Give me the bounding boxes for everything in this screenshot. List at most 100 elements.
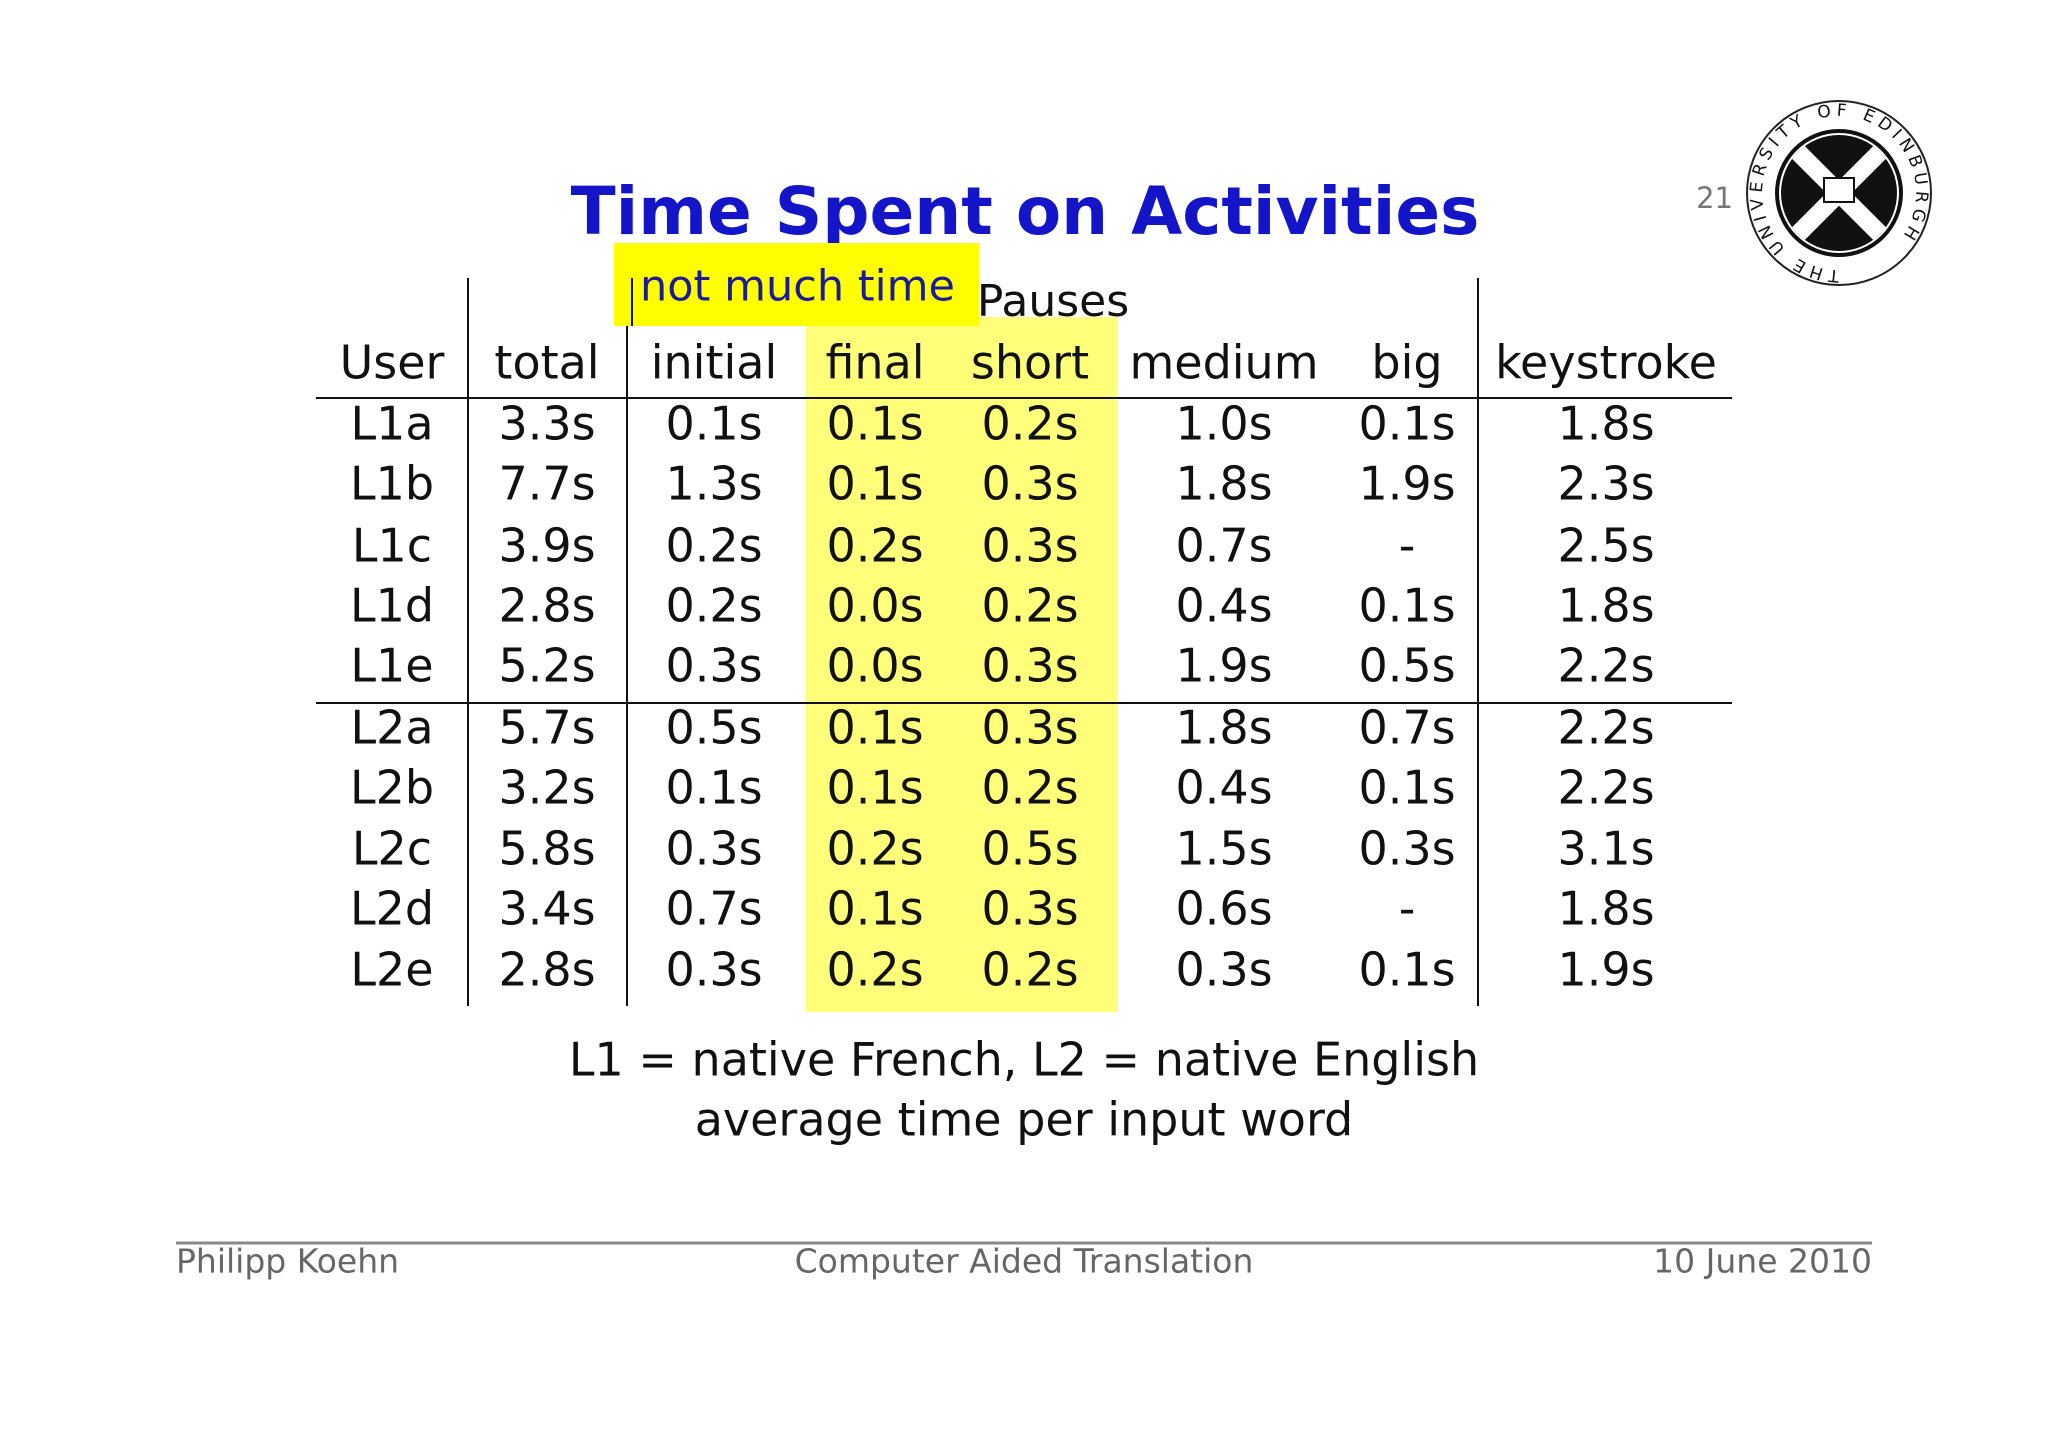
table-cell: 1.8s — [1175, 701, 1272, 755]
table-cell: 0.5s — [1358, 639, 1455, 693]
row-label: L1b — [350, 457, 434, 511]
footer-left: Philipp Koehn — [176, 1242, 399, 1281]
table-cell: 0.1s — [826, 701, 923, 755]
table-cell: 0.2s — [981, 397, 1078, 451]
table-cell: 2.3s — [1557, 457, 1654, 511]
caption: L1 = native French, L2 = native English — [569, 1033, 1479, 1087]
row-label: L1e — [350, 639, 433, 693]
table-cell: 0.1s — [826, 882, 923, 936]
table-cell: - — [1399, 519, 1416, 573]
table-cell: 0.1s — [826, 397, 923, 451]
table-cell: 1.9s — [1557, 943, 1654, 997]
table-cell: 0.2s — [981, 579, 1078, 633]
table-cell: 0.3s — [665, 943, 762, 997]
table-cell: 1.9s — [1175, 639, 1272, 693]
table-cell: 2.8s — [498, 943, 595, 997]
table-cell: 3.3s — [498, 397, 595, 451]
table-cell: 3.1s — [1557, 822, 1654, 876]
highlight-columns — [806, 317, 1117, 1012]
table-cell: 0.7s — [1358, 701, 1455, 755]
table-cell: 0.0s — [826, 639, 923, 693]
table-cell: 0.1s — [1358, 761, 1455, 815]
table-cell: 0.2s — [826, 519, 923, 573]
note-box — [614, 243, 979, 326]
university-logo: THE UNIVERSITY OF EDINBURGH — [1746, 100, 1932, 286]
table-cell: 0.3s — [1358, 822, 1455, 876]
table-cell: 3.9s — [498, 519, 595, 573]
table-cell: 0.1s — [826, 457, 923, 511]
table-cell: 1.8s — [1175, 457, 1272, 511]
table-cell: 2.2s — [1557, 701, 1654, 755]
table-cell: 0.2s — [665, 519, 762, 573]
table-cell: 0.6s — [1175, 882, 1272, 936]
table-cell: 1.8s — [1557, 579, 1654, 633]
footer-right: 10 June 2010 — [1653, 1242, 1872, 1281]
row-label: L1c — [352, 519, 432, 573]
table-cell: 0.1s — [665, 761, 762, 815]
table-cell: 0.5s — [981, 822, 1078, 876]
slide-title: Time Spent on Activities — [571, 173, 1480, 250]
column-header: keystroke — [1495, 336, 1717, 390]
table-cell: 0.2s — [826, 822, 923, 876]
row-label: L2e — [350, 943, 433, 997]
table-cell: 0.1s — [665, 397, 762, 451]
table-cell: 5.8s — [498, 822, 595, 876]
table-cell: 0.3s — [981, 882, 1078, 936]
table-cell: 5.2s — [498, 639, 595, 693]
table-cell: 5.7s — [498, 701, 595, 755]
caption: average time per input word — [695, 1093, 1354, 1147]
table-cell: 0.5s — [665, 701, 762, 755]
table-cell: 2.5s — [1557, 519, 1654, 573]
table-cell: 0.2s — [981, 761, 1078, 815]
group-header: Pauses — [977, 276, 1129, 327]
row-label: L2b — [350, 761, 434, 815]
row-label: L1a — [350, 397, 433, 451]
column-header: short — [971, 336, 1089, 390]
row-label: L2a — [350, 701, 433, 755]
table-cell: 1.8s — [1557, 397, 1654, 451]
row-label: L1d — [350, 579, 434, 633]
table-cell: 1.5s — [1175, 822, 1272, 876]
table-cell: 1.8s — [1557, 882, 1654, 936]
table-cell: 0.7s — [665, 882, 762, 936]
table-cell: 7.7s — [498, 457, 595, 511]
table-cell: 0.2s — [826, 943, 923, 997]
table-cell: 0.7s — [1175, 519, 1272, 573]
table-cell: 0.1s — [826, 761, 923, 815]
table-cell: 2.2s — [1557, 761, 1654, 815]
column-header: final — [825, 336, 924, 390]
note: not much time — [640, 262, 955, 312]
table-cell: 3.4s — [498, 882, 595, 936]
table-cell: 1.9s — [1358, 457, 1455, 511]
column-header: initial — [651, 336, 778, 390]
table-cell: 1.3s — [665, 457, 762, 511]
table-cell: - — [1399, 882, 1416, 936]
table-cell: 2.2s — [1557, 639, 1654, 693]
row-label: L2d — [350, 882, 434, 936]
column-header: User — [340, 336, 445, 390]
table-cell: 1.0s — [1175, 397, 1272, 451]
table-cell: 2.8s — [498, 579, 595, 633]
table-cell: 0.3s — [981, 457, 1078, 511]
row-label: L2c — [352, 822, 432, 876]
table-cell: 0.1s — [1358, 943, 1455, 997]
table-cell: 0.3s — [665, 822, 762, 876]
table-cell: 0.1s — [1358, 397, 1455, 451]
table-cell: 0.3s — [981, 639, 1078, 693]
table-cell: 0.0s — [826, 579, 923, 633]
footer-center: Computer Aided Translation — [795, 1242, 1254, 1281]
table-cell: 0.3s — [1175, 943, 1272, 997]
table-cell: 0.2s — [981, 943, 1078, 997]
table-cell: 0.3s — [981, 701, 1078, 755]
table-cell: 0.1s — [1358, 579, 1455, 633]
column-header: big — [1371, 336, 1442, 390]
table-cell: 0.3s — [665, 639, 762, 693]
table-cell: 0.3s — [981, 519, 1078, 573]
column-header: total — [494, 336, 599, 390]
table-cell: 3.2s — [498, 761, 595, 815]
column-header: medium — [1129, 336, 1318, 390]
page-number: 21 — [1696, 181, 1733, 215]
table-cell: 0.4s — [1175, 579, 1272, 633]
table-cell: 0.2s — [665, 579, 762, 633]
